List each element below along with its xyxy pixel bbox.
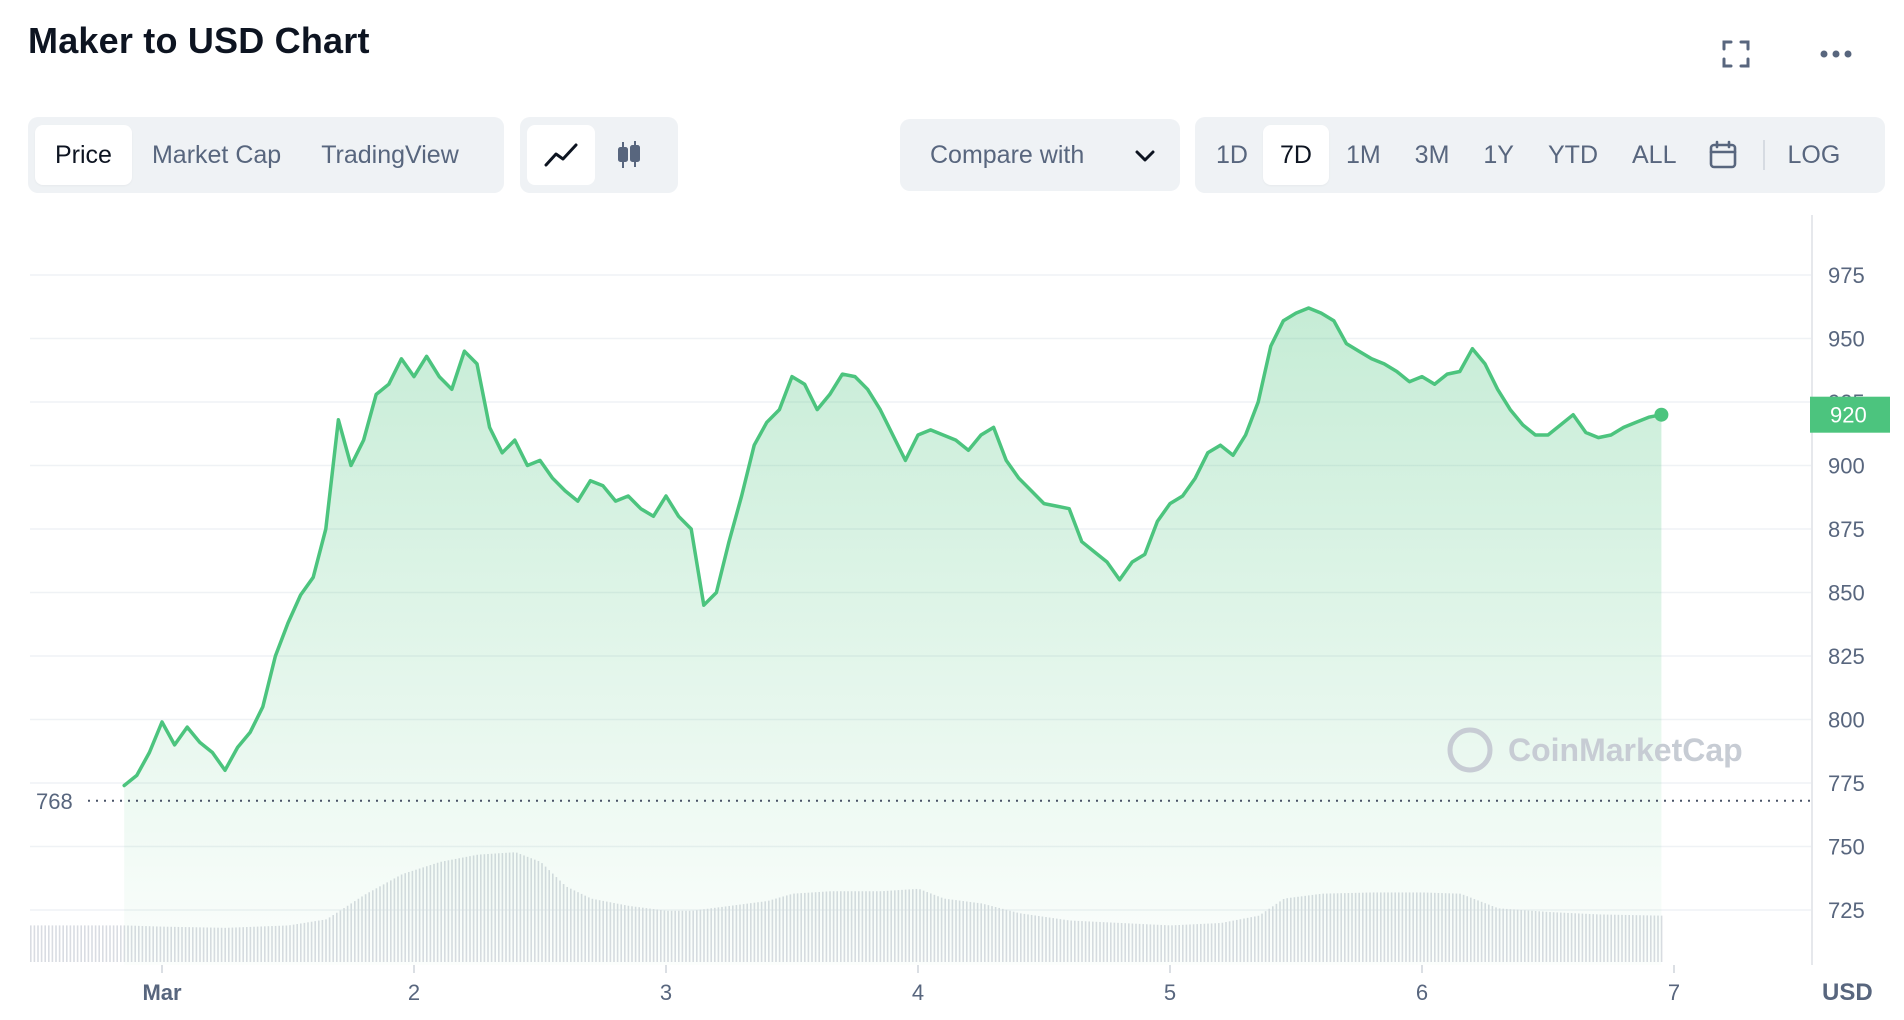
x-tick-label: 6 xyxy=(1416,980,1428,1005)
volume-bar xyxy=(84,925,86,962)
volume-bar xyxy=(66,925,68,962)
page-title: Maker to USD Chart xyxy=(28,20,370,61)
volume-bar xyxy=(51,925,54,962)
x-tick-label: Mar xyxy=(142,980,182,1005)
x-tick-label: 2 xyxy=(408,980,420,1005)
header-actions xyxy=(1716,34,1856,74)
range-3m[interactable]: 3M xyxy=(1414,140,1450,169)
candlestick-icon[interactable] xyxy=(595,125,663,185)
volume-bar xyxy=(62,925,64,962)
volume-bar xyxy=(116,925,118,962)
volume-bar xyxy=(87,925,90,962)
x-tick-label: 7 xyxy=(1668,980,1680,1005)
y-tick-label: 725 xyxy=(1828,898,1865,923)
range-1d[interactable]: 1D xyxy=(1216,140,1248,169)
tab-market-cap[interactable]: Market Cap xyxy=(151,140,282,169)
log-toggle[interactable]: LOG xyxy=(1787,140,1841,169)
currency-label: USD xyxy=(1822,979,1873,1006)
volume-bar xyxy=(98,925,100,962)
volume-bar xyxy=(102,925,104,962)
y-tick-label: 875 xyxy=(1828,517,1865,542)
more-icon[interactable] xyxy=(1816,34,1856,74)
watermark-text: CoinMarketCap xyxy=(1508,732,1743,768)
y-tick-label: 850 xyxy=(1828,581,1865,606)
coinmarketcap-logo-icon xyxy=(1447,727,1493,773)
volume-bar xyxy=(44,925,46,962)
volume-bar xyxy=(112,925,115,962)
current-price-label: 920 xyxy=(1830,403,1867,428)
reference-price-label: 768 xyxy=(36,789,73,814)
y-tick-label: 775 xyxy=(1828,771,1865,796)
time-range-tabs: 1D 7D 1M 3M 1Y YTD ALL LOG xyxy=(1195,117,1885,193)
volume-bar xyxy=(69,925,72,962)
range-ytd[interactable]: YTD xyxy=(1548,140,1598,169)
tab-price[interactable]: Price xyxy=(35,125,132,185)
volume-bar xyxy=(48,925,50,962)
volume-bar xyxy=(94,925,97,962)
y-tick-label: 800 xyxy=(1828,708,1865,733)
chevron-down-icon xyxy=(1134,141,1156,170)
range-divider xyxy=(1763,140,1766,170)
y-tick-label: 750 xyxy=(1828,835,1865,860)
volume-bar xyxy=(91,925,93,962)
price-area-fill xyxy=(124,308,1662,965)
volume-bar xyxy=(80,925,82,962)
x-tick-label: 3 xyxy=(660,980,672,1005)
line-chart-icon[interactable] xyxy=(527,125,595,185)
volume-bar xyxy=(30,925,32,962)
current-price-badge: 920 xyxy=(1810,396,1890,433)
volume-bar xyxy=(40,925,43,962)
volume-bar xyxy=(73,925,75,962)
volume-bar xyxy=(1660,915,1663,962)
y-axis-ticks: 975950925900875850825800775750725 xyxy=(1828,263,1865,923)
y-tick-label: 950 xyxy=(1828,327,1865,352)
compare-label: Compare with xyxy=(930,140,1085,169)
chart-mode-tabs: Price Market Cap TradingView xyxy=(28,117,504,193)
range-1m[interactable]: 1M xyxy=(1345,140,1381,169)
compare-with-dropdown[interactable]: Compare with xyxy=(900,119,1180,191)
range-all[interactable]: ALL xyxy=(1632,140,1677,169)
tab-tradingview[interactable]: TradingView xyxy=(321,140,459,169)
y-tick-label: 975 xyxy=(1828,263,1865,288)
chart-type-toggle xyxy=(520,117,678,193)
fullscreen-icon[interactable] xyxy=(1716,34,1756,74)
calendar-icon[interactable] xyxy=(1693,125,1753,185)
x-axis-ticks: Mar 2 3 4 5 6 7 xyxy=(142,965,1680,1005)
x-tick-label: 4 xyxy=(912,980,924,1005)
current-price-badge-bg xyxy=(1810,396,1890,433)
y-tick-label: 825 xyxy=(1828,644,1865,669)
coinmarketcap-watermark: CoinMarketCap xyxy=(1447,727,1743,773)
volume-bar xyxy=(33,925,36,962)
x-tick-label: 5 xyxy=(1164,980,1176,1005)
volume-bar xyxy=(109,925,111,962)
volume-bar xyxy=(120,925,122,962)
volume-bar xyxy=(55,925,57,962)
current-price-dot xyxy=(1654,407,1669,422)
range-1y[interactable]: 1Y xyxy=(1483,140,1514,169)
y-tick-label: 900 xyxy=(1828,454,1865,479)
range-7d[interactable]: 7D xyxy=(1262,125,1329,185)
volume-bar xyxy=(105,925,108,962)
volume-bar xyxy=(76,925,79,962)
price-chart[interactable]: 768 975950925900875850825800775750725 Ma… xyxy=(0,210,1904,1020)
volume-bar xyxy=(58,925,61,962)
volume-bar xyxy=(37,925,39,962)
price-line xyxy=(122,306,1664,788)
